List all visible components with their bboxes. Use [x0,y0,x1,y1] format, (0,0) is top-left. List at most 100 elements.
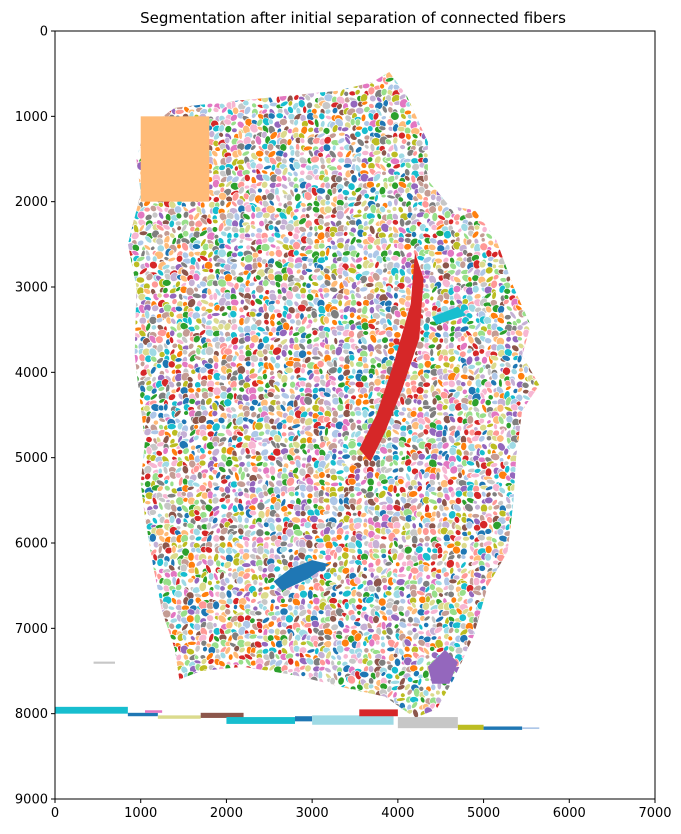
fiber-segment [528,250,535,258]
fiber-segment [284,366,294,374]
fiber-segment [521,76,529,85]
fiber-segment [511,96,519,104]
fiber-segment [524,400,531,406]
fiber-segment [497,162,506,171]
fiber-segment [529,260,538,270]
fiber-segment [523,258,529,264]
fiber-segment [127,72,135,78]
fiber-segment [484,205,491,212]
fiber-segment [447,116,455,122]
fiber-segment [397,236,405,244]
fiber-segment [490,224,500,230]
fiber-segment [512,104,518,114]
fiber-segment [449,144,458,151]
fiber-segment [441,174,448,182]
fiber-segment [486,183,495,191]
fiber-segment [472,94,480,101]
fiber-segment [511,112,518,119]
fiber-segment [134,80,141,91]
fiber-segment [133,118,140,127]
fiber-segment [535,125,540,133]
fiber-segment [524,454,532,461]
fiber-segment [487,88,494,96]
fiber-segment [510,155,521,163]
fiber-segment [127,210,135,219]
fiber-segment [496,109,506,116]
fiber-segment [127,381,135,388]
fiber-segment [527,243,536,254]
fiber-segment [529,191,536,203]
fiber-segment [516,149,525,158]
fiber-segment [430,193,437,201]
fiber-segment [463,428,470,436]
fiber-segment [361,100,369,106]
fiber-segment [311,355,321,361]
fiber-segment [166,423,177,430]
fiber-segment [523,460,533,468]
fiber-segment [523,115,529,122]
fiber-segment [127,84,132,92]
fiber-segment [416,398,423,406]
fiber-segment [286,72,295,76]
fiber-segment [523,131,532,140]
fiber-segment [419,72,425,78]
fiber-segment [194,77,203,86]
fiber-segment [127,74,133,84]
fiber-segment [460,170,467,176]
fiber-segment [268,72,275,78]
fiber-segment [146,72,153,79]
fiber-segment [128,486,134,492]
fiber-segment [410,451,419,462]
fiber-segment [219,199,226,207]
fiber-segment [306,72,312,79]
fiber-segment [468,174,475,183]
fiber-segment [466,152,473,159]
fiber-segment [442,133,449,142]
fiber-segment [517,119,522,128]
fiber-segment [480,165,486,171]
fiber-segment [535,151,540,159]
fiber-segment [350,454,358,462]
fiber-segment [166,493,177,499]
fiber-segment [293,187,299,193]
fiber-segment [520,176,529,185]
fiber-segment [503,144,512,152]
fiber-segment [522,287,530,295]
fiber-segment [457,471,463,479]
fiber-segment [144,480,152,488]
fiber-segment [350,174,358,184]
fiber-segment [143,100,152,111]
fiber-segment [306,101,313,109]
fiber-segment [429,131,437,138]
fiber-segment [456,145,463,152]
fiber-segment [498,240,508,246]
fiber-segment [439,127,449,132]
fiber-segment [182,75,192,83]
fiber-segment [324,84,330,92]
fiber-segment [127,311,131,317]
fiber-segment [131,363,140,371]
fiber-segment [301,82,308,90]
fiber-segment [355,360,364,368]
fiber-segment [130,428,141,437]
fiber-segment [354,130,362,138]
fiber-segment [469,119,474,125]
fiber-segment [231,127,238,133]
fiber-segment [478,112,486,120]
fiber-segment [257,249,263,255]
fiber-segment [449,78,455,84]
fiber-segment [127,91,134,98]
fiber-segment [533,218,540,226]
fiber-segment [195,83,201,89]
fiber-segment [137,86,147,96]
fiber-segment [496,403,505,413]
fiber-segment [454,220,460,226]
fiber-segment [127,430,134,438]
fiber-segment [431,163,439,171]
fiber-segment [127,101,133,109]
fiber-segment [130,490,139,499]
fiber-segment [132,455,140,463]
fiber-segment [368,373,374,379]
fiber-segment [170,265,176,271]
fiber-segment [506,119,512,125]
